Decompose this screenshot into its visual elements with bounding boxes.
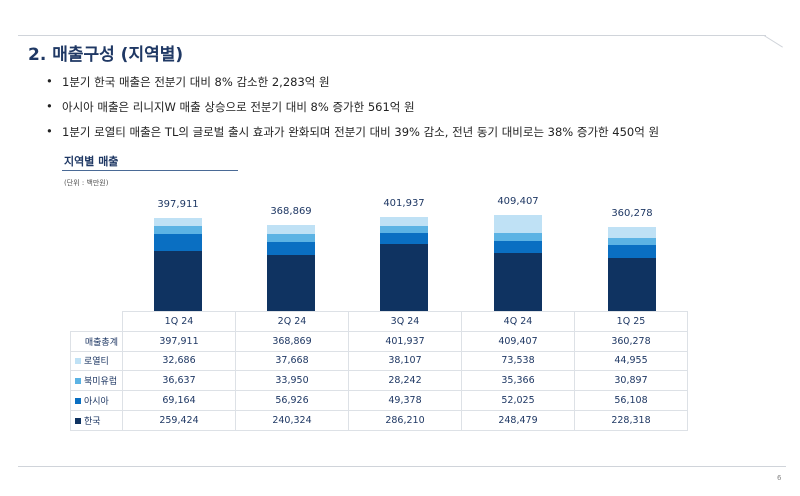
bar-segment-로열티 [608, 226, 656, 238]
table-cell: 228,318 [574, 409, 688, 431]
table-cell: 360,278 [574, 330, 688, 352]
table-cell: 52,025 [461, 390, 575, 411]
table-row: 로열티 32,686 37,668 38,107 73,538 44,955 [70, 350, 688, 372]
column-header: 3Q 24 [348, 311, 462, 332]
table-row: 한국 259,424 240,324 286,210 248,479 228,318 [70, 409, 688, 431]
table-cell: 401,937 [348, 330, 462, 352]
bar-segment-아시아 [267, 241, 315, 256]
row-label: 로열티 [84, 357, 109, 368]
bar-segment-로열티 [380, 217, 428, 227]
table-cell: 69,164 [122, 390, 236, 411]
table-cell: 409,407 [461, 330, 575, 352]
data-table: 1Q 24 2Q 24 3Q 24 4Q 24 1Q 25 매출총계 397,911 368,… [70, 311, 688, 431]
table-cell: 73,538 [461, 350, 575, 372]
bar-segment-북미유럽 [154, 225, 202, 235]
top-rule-slant [763, 35, 783, 48]
bar-segment-북미유럽 [608, 237, 656, 245]
total-label: 368,869 [270, 205, 312, 217]
table-row: 매출총계 397,911 368,869 401,937 409,407 360,278 [70, 330, 688, 352]
bullet-item: 1분기 한국 매출은 전분기 대비 8% 감소한 2,283억 원 [46, 74, 659, 99]
table-cell: 36,637 [122, 370, 236, 392]
bar-stack [267, 224, 315, 312]
table-cell: 30,897 [574, 370, 688, 392]
bar-segment-아시아 [608, 244, 656, 259]
legend-swatch [75, 398, 81, 405]
table-cell: 56,108 [574, 390, 688, 411]
table-cell: 248,479 [461, 409, 575, 431]
bar-segment-한국 [154, 250, 202, 312]
table-cell: 28,242 [348, 370, 462, 392]
table-cell: 37,668 [235, 350, 349, 372]
unit-label: (단위 : 백만원) [64, 179, 109, 187]
bullet-item: 1분기 로열티 매출은 TL의 글로벌 출시 효과가 완화되며 전분기 대비 3… [46, 124, 659, 149]
bar-segment-북미유럽 [267, 233, 315, 242]
bar-segment-북미유럽 [380, 226, 428, 233]
page-title: 2. 매출구성 (지역별) [28, 45, 184, 65]
table-cell: 49,378 [348, 390, 462, 411]
bar-segment-아시아 [380, 232, 428, 245]
bar-segment-한국 [267, 255, 315, 312]
legend-swatch [75, 378, 81, 385]
table-row: 아시아 69,164 56,926 49,378 52,025 56,108 [70, 390, 688, 411]
bar-stack [494, 215, 542, 312]
row-label: 북미유럽 [84, 377, 118, 388]
legend-swatch [75, 358, 81, 365]
table-row: 북미유럽 36,637 33,950 28,242 35,366 30,897 [70, 370, 688, 392]
column-header: 1Q 24 [122, 311, 236, 332]
row-label: 한국 [84, 416, 101, 427]
row-label: 아시아 [84, 397, 109, 408]
table-cell: 35,366 [461, 370, 575, 392]
row-label: 매출총계 [70, 330, 123, 352]
column-header: 1Q 25 [574, 311, 688, 332]
chart-title-underline [62, 170, 238, 171]
total-label: 409,407 [497, 196, 539, 208]
table-cell: 56,926 [235, 390, 349, 411]
chart-title: 지역별 매출 [64, 155, 119, 168]
bar-segment-북미유럽 [494, 232, 542, 241]
legend-swatch [75, 417, 81, 424]
total-label: 401,937 [383, 198, 425, 210]
bar-segment-한국 [380, 244, 428, 312]
table-header-row: 1Q 24 2Q 24 3Q 24 4Q 24 1Q 25 [71, 311, 688, 332]
bar-segment-로열티 [154, 218, 202, 226]
column-header: 2Q 24 [235, 311, 349, 332]
bar-segment-아시아 [154, 234, 202, 251]
bar-segment-아시아 [494, 241, 542, 254]
total-label: 360,278 [611, 207, 653, 219]
table-cell: 240,324 [235, 409, 349, 431]
bar-segment-로열티 [267, 224, 315, 234]
bar-stack [154, 218, 202, 312]
bar-segment-한국 [608, 258, 656, 312]
bar-segment-한국 [494, 253, 542, 312]
table-cell: 44,955 [574, 350, 688, 372]
total-label: 397,911 [157, 199, 199, 210]
top-rule [18, 35, 766, 36]
page-number: 6 [777, 474, 782, 482]
bar-stack [608, 226, 656, 312]
table-cell: 368,869 [235, 330, 349, 352]
column-header: 4Q 24 [461, 311, 575, 332]
table-cell: 38,107 [348, 350, 462, 372]
bar-stack [380, 217, 428, 312]
table-cell: 32,686 [122, 350, 236, 372]
table-cell: 33,950 [235, 370, 349, 392]
bar-segment-로열티 [494, 215, 542, 233]
table-cell: 286,210 [348, 409, 462, 431]
table-cell: 397,911 [122, 330, 236, 352]
bullet-list: 1분기 한국 매출은 전분기 대비 8% 감소한 2,283억 원 아시아 매출… [46, 74, 659, 149]
bottom-rule [18, 466, 786, 467]
bullet-item: 아시아 매출은 리니지W 매출 상승으로 전분기 대비 8% 증가한 561억 … [46, 99, 659, 124]
table-cell: 259,424 [122, 409, 236, 431]
